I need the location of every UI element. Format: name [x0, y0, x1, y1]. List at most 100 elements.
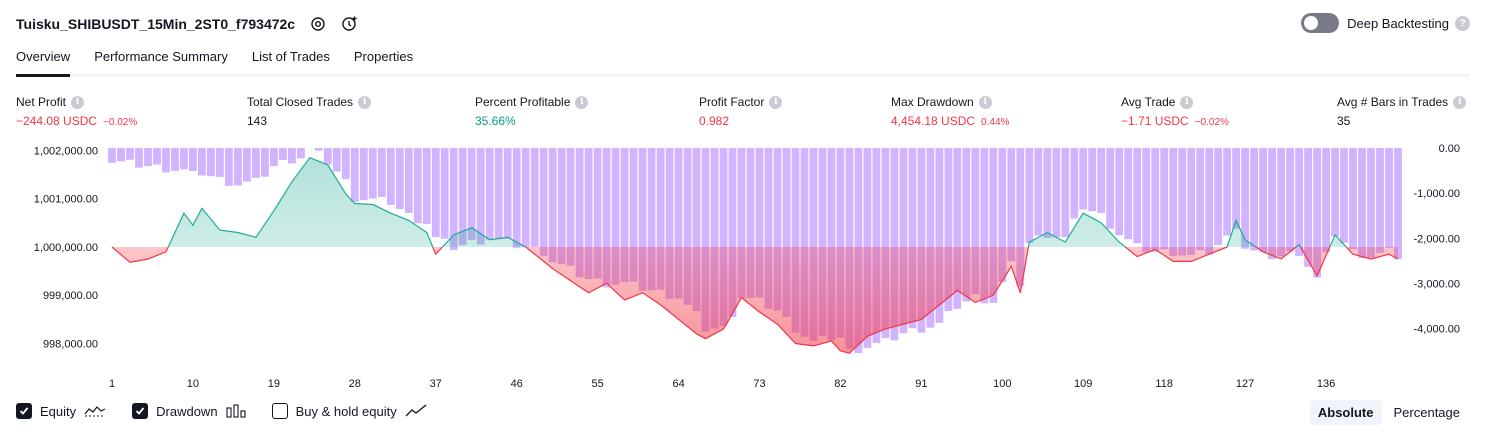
- drawdown-bar: [1034, 148, 1042, 236]
- drawdown-bar: [216, 148, 224, 177]
- mode-percentage-button[interactable]: Percentage: [1386, 400, 1469, 425]
- drawdown-bar: [135, 148, 143, 168]
- x-axis-tick-label: 118: [1155, 378, 1173, 390]
- drawdown-bar: [1331, 148, 1339, 237]
- legend-equity[interactable]: Equity: [16, 403, 106, 419]
- drawdown-bar: [423, 148, 431, 224]
- left-axis: 998,000.00 999,000.00 1,000,000.00 1,001,00…: [34, 145, 98, 350]
- drawdown-bar: [1322, 148, 1330, 252]
- drawdown-bar: [441, 148, 449, 239]
- drawdown-bar: [180, 148, 188, 169]
- drawdown-bar: [387, 148, 395, 205]
- legend-drawdown[interactable]: Drawdown: [132, 403, 245, 419]
- drawdown-bar: [252, 148, 260, 178]
- equity-line-icon: [84, 404, 106, 418]
- drawdown-bar: [144, 148, 152, 166]
- drawdown-bar: [1106, 148, 1114, 229]
- drawdown-bar: [1376, 148, 1384, 253]
- chart-legend: Equity Drawdown Buy & hold equity: [16, 403, 453, 419]
- drawdown-bar: [432, 148, 440, 237]
- x-axis-tick-label: 64: [672, 378, 684, 390]
- legend-buy-hold[interactable]: Buy & hold equity: [272, 403, 427, 419]
- drawdown-bar: [270, 148, 278, 166]
- drawdown-bar: [1367, 148, 1375, 258]
- left-axis-tick-label: 998,000.00: [43, 339, 98, 351]
- x-axis: 1 10 19 28 37 46 55 64 73 82 91 100 109 118 127 136: [109, 378, 1335, 390]
- drawdown-bar: [1259, 148, 1267, 252]
- drawdown-bar: [1088, 148, 1096, 211]
- drawdown-bar: [495, 148, 503, 239]
- right-axis: 0.00 -1,000.00 -2,000.00 -3,000.00 -4,000.00: [1414, 143, 1460, 336]
- equity-area: [112, 158, 1398, 354]
- drawdown-checkbox[interactable]: [132, 403, 148, 419]
- drawdown-bar: [468, 148, 476, 240]
- drawdown-bar: [504, 148, 512, 239]
- buy-hold-line-icon: [405, 404, 427, 418]
- drawdown-bar: [1232, 148, 1240, 229]
- x-axis-tick-label: 1: [109, 378, 115, 390]
- drawdown-bar: [1124, 148, 1132, 239]
- drawdown-bar: [378, 148, 386, 197]
- view-mode-switch: Absolute Percentage: [1306, 400, 1468, 425]
- drawdown-bar: [540, 148, 548, 256]
- drawdown-bar: [117, 148, 125, 161]
- drawdown-bar: [1214, 148, 1222, 245]
- x-axis-tick-label: 46: [511, 378, 523, 390]
- x-axis-tick-label: 55: [591, 378, 603, 390]
- equity-chart[interactable]: 998,000.00 999,000.00 1,000,000.00 1,001,00…: [0, 0, 1486, 400]
- drawdown-bar: [1349, 148, 1357, 249]
- drawdown-bar: [1142, 148, 1150, 252]
- drawdown-bar: [405, 148, 413, 213]
- drawdown-bar: [531, 148, 539, 247]
- x-axis-tick-label: 100: [993, 378, 1011, 390]
- drawdown-bar: [288, 148, 296, 163]
- right-axis-tick-label: 0.00: [1439, 143, 1460, 155]
- x-axis-tick-label: 91: [915, 378, 927, 390]
- drawdown-bar: [1394, 148, 1402, 259]
- drawdown-bar: [1340, 148, 1348, 243]
- drawdown-bar: [162, 148, 170, 172]
- drawdown-bar: [108, 148, 116, 163]
- drawdown-bar: [171, 148, 179, 171]
- drawdown-bar: [1268, 148, 1276, 259]
- drawdown-bar: [315, 148, 323, 151]
- drawdown-bar: [225, 148, 233, 186]
- drawdown-bar: [342, 148, 350, 179]
- left-axis-tick-label: 1,001,000.00: [34, 194, 98, 206]
- drawdown-bar: [1043, 148, 1051, 238]
- drawdown-bar: [558, 148, 566, 264]
- left-axis-tick-label: 999,000.00: [43, 290, 98, 302]
- mode-absolute-button[interactable]: Absolute: [1310, 400, 1382, 425]
- buy-hold-checkbox[interactable]: [272, 403, 288, 419]
- right-axis-tick-label: -3,000.00: [1414, 279, 1460, 291]
- drawdown-bar: [333, 148, 341, 172]
- drawdown-bar: [477, 148, 485, 245]
- left-axis-tick-label: 1,000,000.00: [34, 242, 98, 254]
- drawdown-bar: [198, 148, 206, 176]
- drawdown-bar: [549, 148, 557, 262]
- drawdown-bar: [1115, 148, 1123, 235]
- x-axis-tick-label: 127: [1236, 378, 1254, 390]
- drawdown-bar: [522, 148, 530, 247]
- drawdown-bar: [324, 148, 332, 164]
- drawdown-bars-icon: [226, 404, 246, 418]
- drawdown-bar: [1052, 148, 1060, 237]
- drawdown-bar: [1196, 148, 1204, 250]
- drawdown-bar: [1205, 148, 1213, 255]
- x-axis-tick-label: 19: [268, 378, 280, 390]
- left-axis-tick-label: 1,002,000.00: [34, 145, 98, 157]
- drawdown-bar: [1061, 148, 1069, 237]
- drawdown-bar: [369, 148, 377, 199]
- x-axis-tick-label: 10: [187, 378, 199, 390]
- drawdown-bar: [1277, 148, 1285, 256]
- drawdown-bar: [234, 148, 242, 186]
- drawdown-bar: [396, 148, 404, 209]
- drawdown-bar: [1250, 148, 1258, 251]
- x-axis-tick-label: 73: [753, 378, 765, 390]
- x-axis-tick-label: 109: [1074, 378, 1092, 390]
- drawdown-bar: [1295, 148, 1303, 256]
- x-axis-tick-label: 37: [430, 378, 442, 390]
- legend-label: Equity: [40, 404, 76, 419]
- equity-checkbox[interactable]: [16, 403, 32, 419]
- drawdown-bar: [1160, 148, 1168, 249]
